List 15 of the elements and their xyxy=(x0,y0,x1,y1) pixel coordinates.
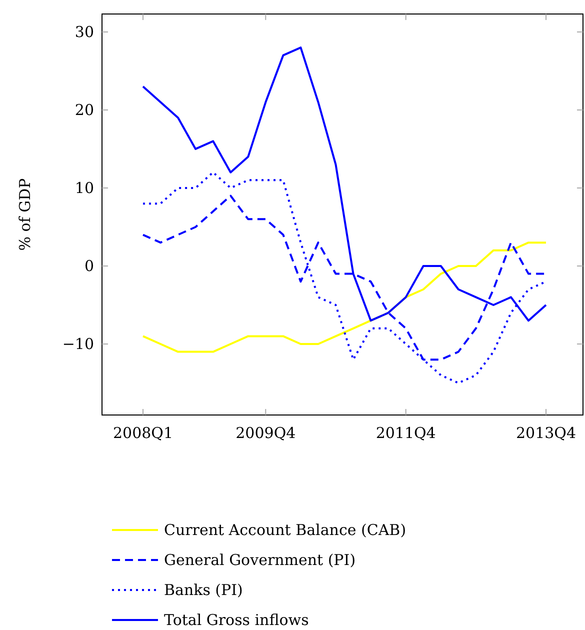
y-tick-label: 30 xyxy=(74,22,94,41)
legend-label: Current Account Balance (CAB) xyxy=(164,521,406,539)
legend-label: Banks (PI) xyxy=(164,581,243,599)
x-tick-label: 2013Q4 xyxy=(516,424,576,442)
x-tick-label: 2011Q4 xyxy=(376,424,436,442)
x-tick-label: 2009Q4 xyxy=(236,424,296,442)
legend-label: General Government (PI) xyxy=(164,551,356,569)
y-tick-label: 20 xyxy=(74,100,94,119)
legend-label: Total Gross inflows xyxy=(164,611,309,629)
x-tick-label: 2008Q1 xyxy=(112,424,174,442)
line-series xyxy=(142,242,547,353)
y-axis-title: % of GDP xyxy=(16,178,34,251)
y-tick-label: −10 xyxy=(62,335,94,354)
y-tick-label: 0 xyxy=(84,256,94,275)
y-tick-label: 10 xyxy=(74,178,94,197)
